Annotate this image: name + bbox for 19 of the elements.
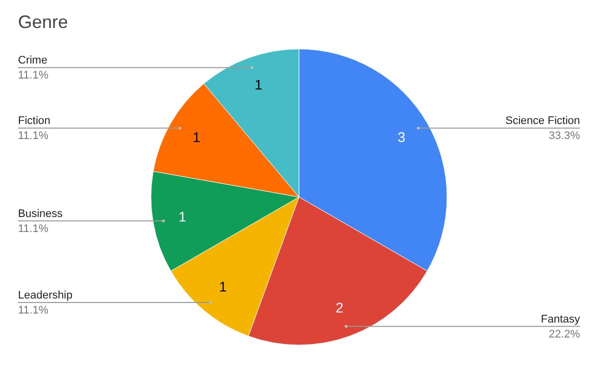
data-label: 22.2% bbox=[548, 328, 580, 340]
text: 1 bbox=[178, 208, 186, 225]
slice-label: Fantasy bbox=[540, 313, 580, 326]
slice-label: Crime bbox=[18, 54, 48, 67]
text: 3 bbox=[398, 128, 406, 145]
text: 1 bbox=[192, 128, 200, 145]
slice-label: Leadership bbox=[18, 289, 72, 302]
slice-label: Business bbox=[18, 208, 64, 220]
data-label: 11.1% bbox=[18, 70, 49, 82]
text: 2 bbox=[336, 299, 344, 316]
chart-title: Genre bbox=[18, 12, 68, 32]
slice-label: Fiction bbox=[18, 115, 50, 128]
data-label: 33.3% bbox=[548, 130, 580, 142]
data-label: 11.1% bbox=[18, 130, 49, 142]
text: 1 bbox=[254, 76, 262, 93]
data-label: 11.1% bbox=[18, 304, 49, 316]
slice-label: Science Fiction bbox=[505, 115, 580, 128]
data-label: 11.1% bbox=[18, 222, 49, 235]
text: 1 bbox=[218, 278, 227, 295]
